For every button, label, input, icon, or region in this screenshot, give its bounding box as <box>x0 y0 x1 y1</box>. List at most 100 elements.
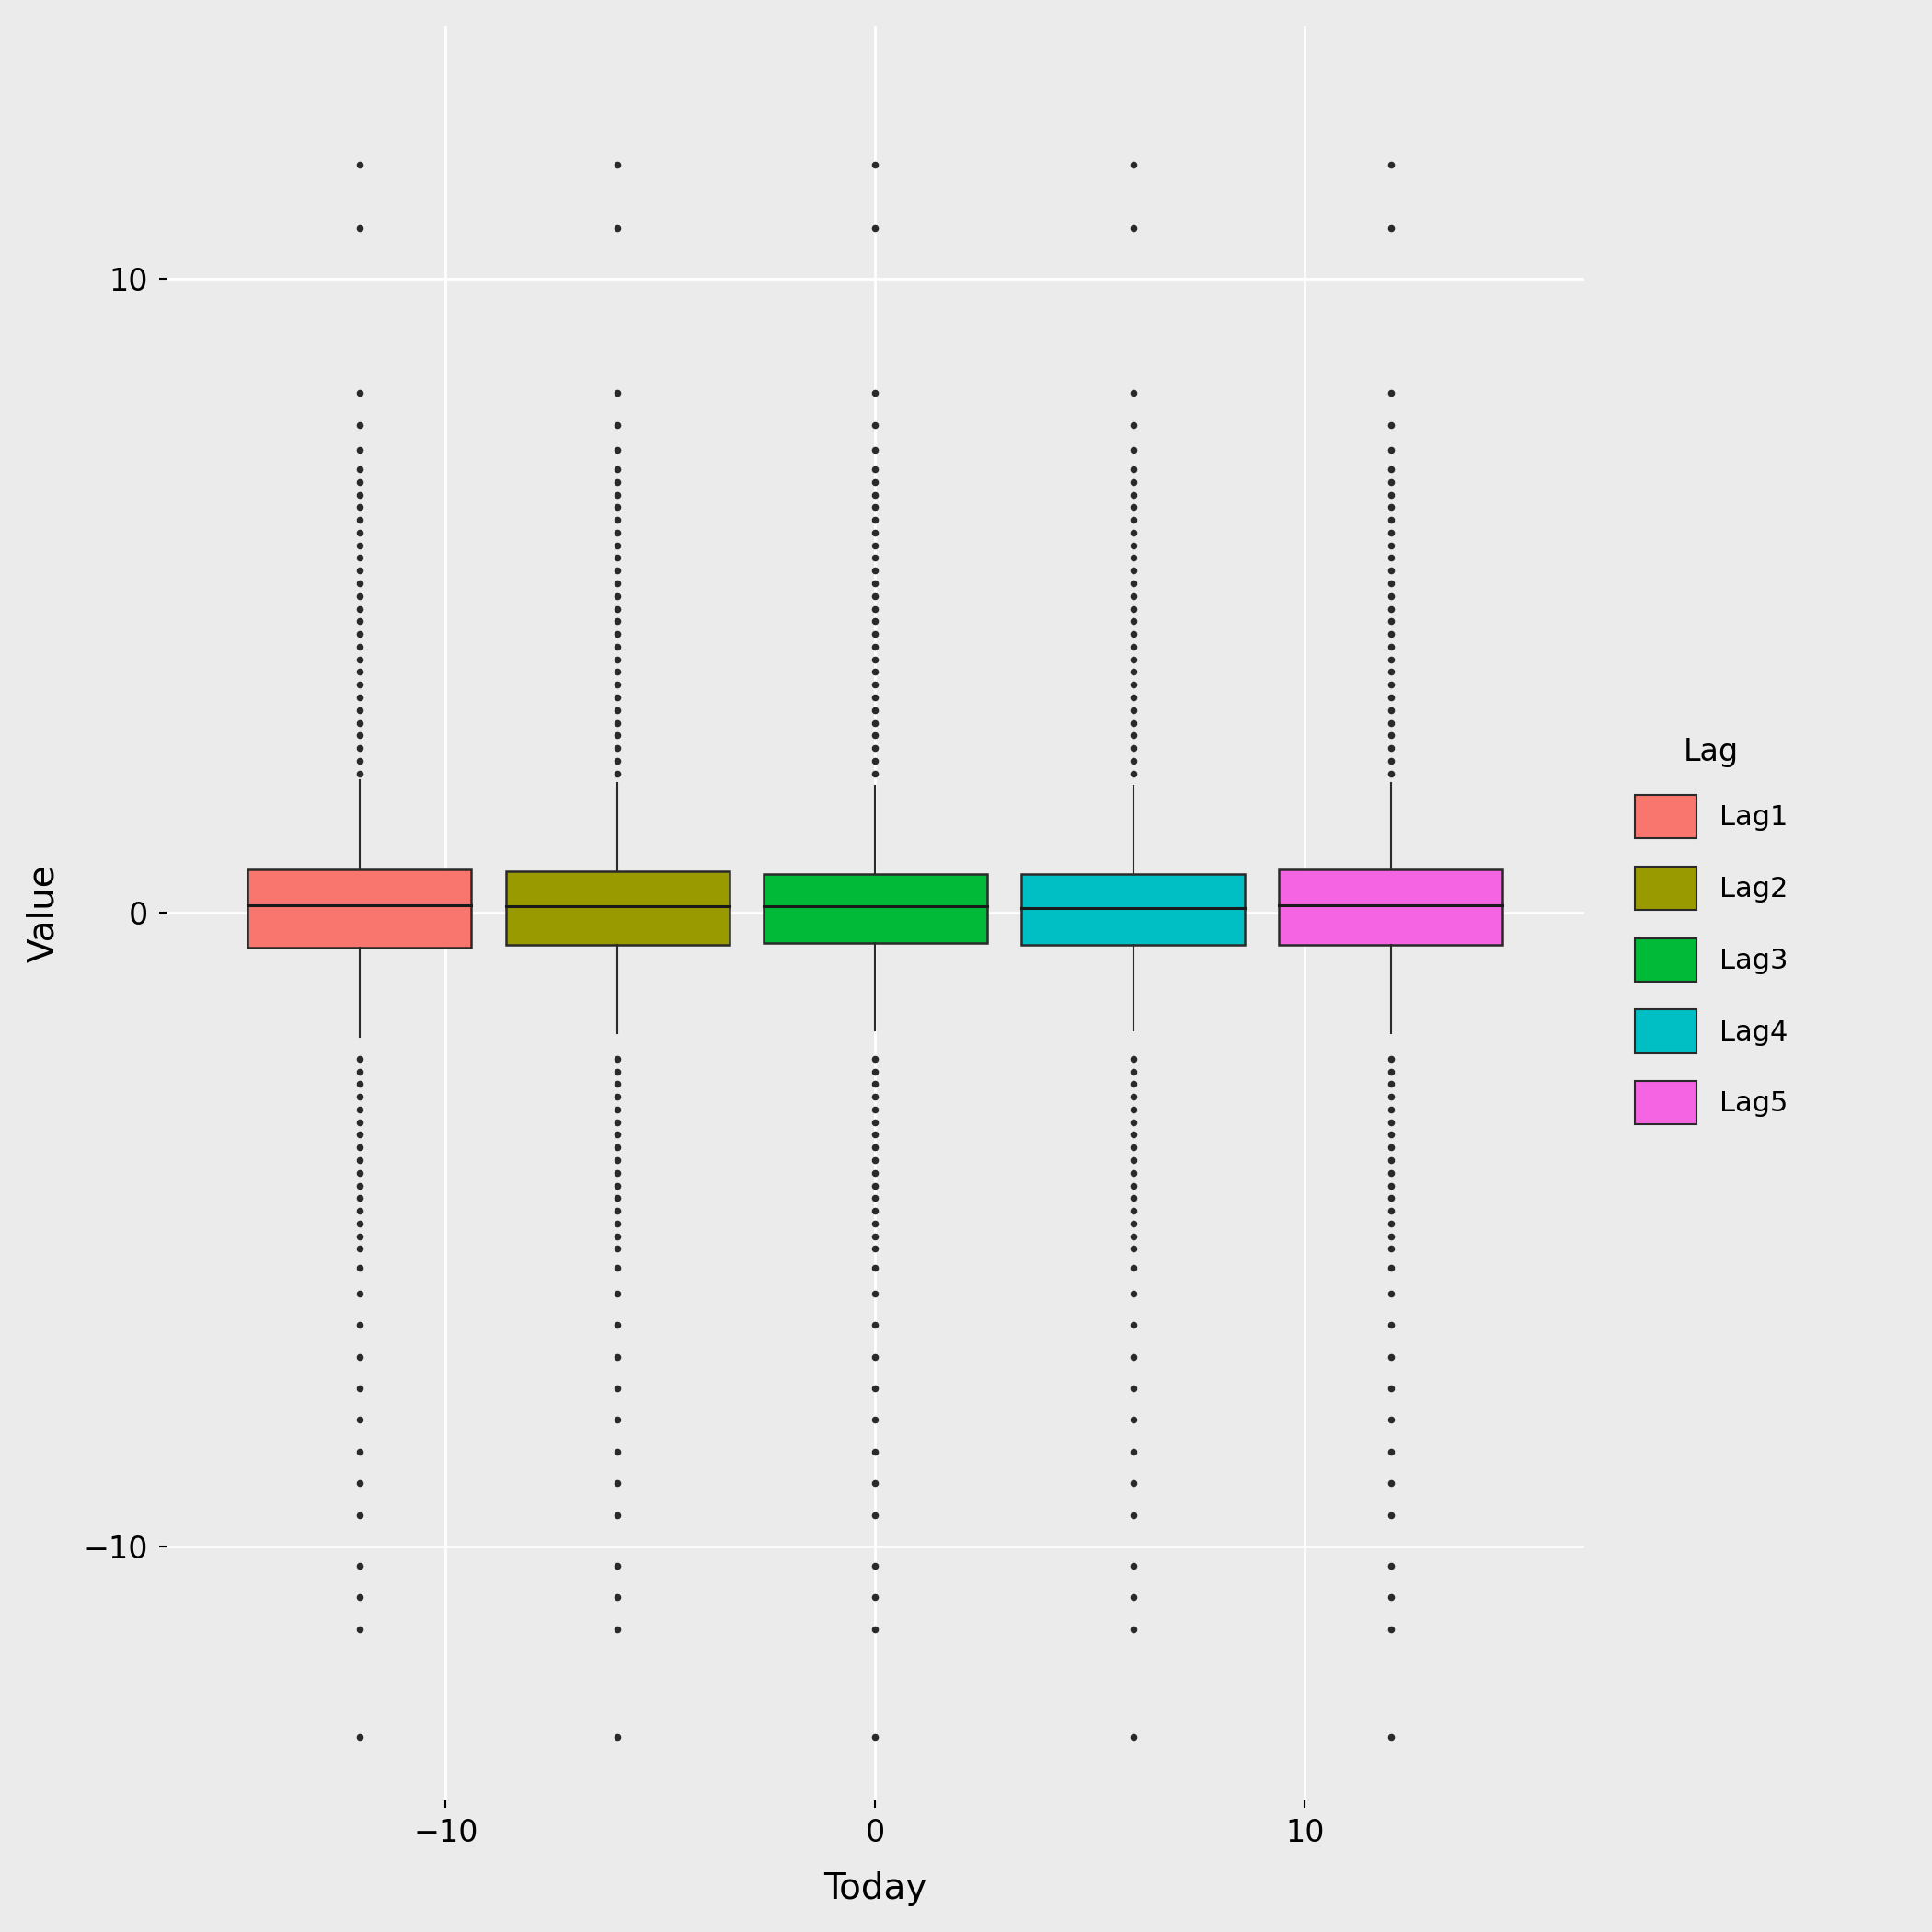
Point <box>344 668 375 699</box>
Point <box>603 1405 634 1435</box>
Point <box>344 529 375 560</box>
Point <box>860 1341 891 1372</box>
Point <box>1376 668 1406 699</box>
Point <box>603 1310 634 1341</box>
Point <box>860 379 891 410</box>
Point <box>344 721 375 752</box>
Legend: Lag1, Lag2, Lag3, Lag4, Lag5: Lag1, Lag2, Lag3, Lag4, Lag5 <box>1613 715 1810 1148</box>
Point <box>603 1341 634 1372</box>
Point <box>1117 1252 1148 1283</box>
Point <box>1376 1221 1406 1252</box>
Point <box>603 580 634 611</box>
Point <box>603 1082 634 1113</box>
Point <box>1376 1310 1406 1341</box>
Point <box>344 1144 375 1175</box>
Point <box>1376 1374 1406 1405</box>
Point <box>603 435 634 466</box>
Point <box>1117 466 1148 497</box>
Point <box>860 618 891 649</box>
Point <box>603 607 634 638</box>
Point <box>860 493 891 524</box>
Y-axis label: Value: Value <box>25 864 60 962</box>
Point <box>860 682 891 713</box>
Point <box>860 568 891 599</box>
Point <box>603 618 634 649</box>
Point <box>1117 632 1148 663</box>
Point <box>1117 435 1148 466</box>
Point <box>1376 657 1406 688</box>
Point <box>603 632 634 663</box>
Point <box>344 543 375 574</box>
Point <box>860 1582 891 1613</box>
Point <box>603 657 634 688</box>
Point <box>1117 1132 1148 1163</box>
Point <box>860 1094 891 1124</box>
Point <box>344 657 375 688</box>
Point <box>344 1613 375 1644</box>
Point <box>860 580 891 611</box>
Point <box>1376 435 1406 466</box>
Point <box>1376 1721 1406 1752</box>
Point <box>1376 682 1406 713</box>
Bar <box>763 873 987 943</box>
Point <box>603 682 634 713</box>
Point <box>603 466 634 497</box>
Point <box>1117 149 1148 180</box>
Bar <box>1022 873 1244 945</box>
Point <box>603 1374 634 1405</box>
Point <box>1117 1277 1148 1308</box>
Point <box>1376 1119 1406 1150</box>
Point <box>603 1549 634 1580</box>
Point <box>344 1157 375 1188</box>
Point <box>344 580 375 611</box>
Point <box>1376 493 1406 524</box>
Point <box>1117 213 1148 243</box>
Point <box>1376 707 1406 738</box>
Point <box>1376 1043 1406 1074</box>
Point <box>1376 479 1406 510</box>
Point <box>1117 1221 1148 1252</box>
Point <box>860 1374 891 1405</box>
Point <box>1117 1233 1148 1264</box>
Bar <box>247 869 471 949</box>
Point <box>1117 707 1148 738</box>
Point <box>344 518 375 549</box>
Point <box>860 466 891 497</box>
Point <box>603 1233 634 1264</box>
Point <box>1376 149 1406 180</box>
Point <box>344 493 375 524</box>
Point <box>603 1468 634 1499</box>
Point <box>344 757 375 788</box>
Point <box>344 1582 375 1613</box>
Point <box>603 1182 634 1213</box>
Point <box>603 1144 634 1175</box>
Point <box>344 454 375 485</box>
Point <box>1117 1341 1148 1372</box>
Point <box>603 746 634 777</box>
Point <box>344 1057 375 1088</box>
Point <box>603 543 634 574</box>
Point <box>860 1057 891 1088</box>
Point <box>344 149 375 180</box>
Point <box>1376 1196 1406 1227</box>
Point <box>344 593 375 624</box>
Point <box>860 435 891 466</box>
Point <box>1117 732 1148 763</box>
Point <box>344 1435 375 1466</box>
Point <box>860 1613 891 1644</box>
Point <box>860 746 891 777</box>
Point <box>344 1094 375 1124</box>
Point <box>1117 543 1148 574</box>
Point <box>860 1196 891 1227</box>
Point <box>344 696 375 726</box>
Point <box>603 1132 634 1163</box>
Point <box>1117 757 1148 788</box>
Point <box>344 1107 375 1138</box>
Point <box>344 1171 375 1202</box>
Point <box>1376 379 1406 410</box>
Point <box>860 1468 891 1499</box>
Point <box>603 1094 634 1124</box>
Point <box>860 1233 891 1264</box>
Point <box>1117 518 1148 549</box>
Point <box>1376 1341 1406 1372</box>
